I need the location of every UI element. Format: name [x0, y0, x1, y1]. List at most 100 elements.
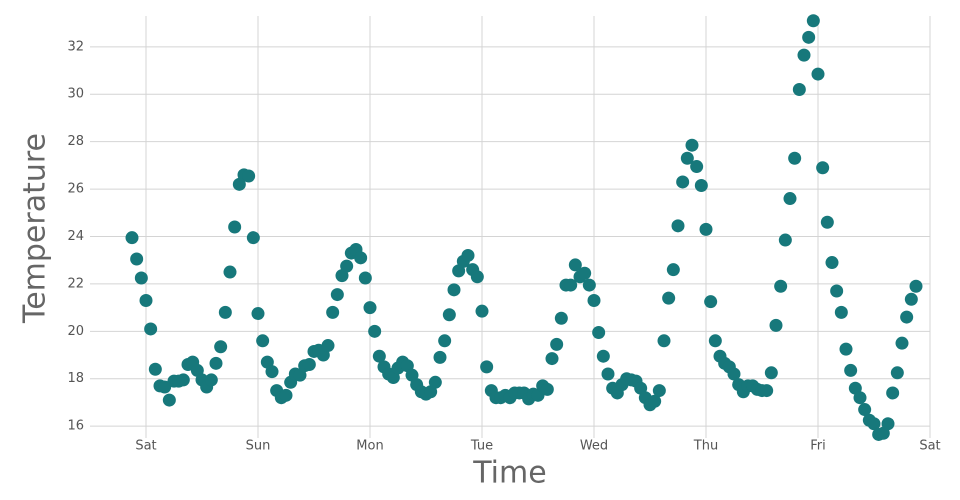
y-tick-label: 28: [67, 134, 84, 149]
point: [834, 305, 848, 319]
point: [204, 373, 218, 387]
point: [601, 367, 615, 381]
point: [218, 305, 232, 319]
point: [820, 215, 834, 229]
point: [554, 311, 568, 325]
point: [326, 305, 340, 319]
point: [144, 322, 158, 336]
point: [909, 279, 923, 293]
point: [438, 334, 452, 348]
point: [330, 288, 344, 302]
y-tick-label: 18: [67, 371, 84, 386]
point: [652, 384, 666, 398]
point: [816, 161, 830, 175]
point: [648, 394, 662, 408]
y-tick-label: 16: [67, 419, 84, 434]
y-axis-title: Temperature: [18, 133, 53, 324]
point: [302, 358, 316, 372]
point: [162, 393, 176, 407]
point: [657, 334, 671, 348]
x-tick-label: Sat: [919, 439, 940, 454]
point: [540, 382, 554, 396]
point: [839, 342, 853, 356]
point: [760, 384, 774, 398]
point: [475, 304, 489, 318]
point: [802, 30, 816, 44]
point: [130, 252, 144, 266]
x-tick-label: Sat: [135, 439, 156, 454]
point: [778, 233, 792, 247]
point: [867, 417, 881, 431]
point: [568, 258, 582, 272]
point: [792, 82, 806, 96]
y-tick-label: 26: [67, 182, 84, 197]
point: [904, 292, 918, 306]
point: [545, 352, 559, 366]
y-tick-label: 22: [67, 276, 84, 291]
point: [428, 375, 442, 389]
x-axis-title: Time: [472, 456, 546, 491]
point: [214, 340, 228, 354]
point: [564, 278, 578, 292]
x-tick-label: Wed: [580, 439, 608, 454]
point: [788, 151, 802, 165]
point: [783, 192, 797, 206]
points: [125, 14, 923, 441]
point: [321, 339, 335, 353]
point: [830, 284, 844, 298]
point: [265, 365, 279, 379]
point: [890, 366, 904, 380]
x-tick-label: Fri: [810, 439, 826, 454]
point: [480, 360, 494, 374]
point: [246, 231, 260, 245]
point: [592, 326, 606, 339]
point: [363, 301, 377, 315]
point: [774, 279, 788, 293]
point: [886, 386, 900, 400]
point: [148, 362, 162, 376]
point: [764, 366, 778, 380]
point: [704, 295, 718, 309]
point: [806, 14, 820, 28]
grid: 16 18 20 22 24 26 28 30 32 Sat Sun Mon Tue Wed Thu Fri S…: [67, 16, 941, 454]
point: [578, 266, 592, 280]
point: [158, 380, 172, 394]
point: [680, 151, 694, 165]
point: [470, 270, 484, 284]
point: [550, 337, 564, 351]
point: [811, 67, 825, 81]
point: [699, 222, 713, 236]
point: [354, 251, 368, 265]
y-tick-label: 32: [67, 39, 84, 54]
point: [209, 356, 223, 370]
point: [825, 256, 839, 270]
point: [666, 263, 680, 277]
point: [582, 278, 596, 292]
point: [256, 334, 270, 348]
point: [368, 324, 382, 338]
point: [125, 231, 139, 245]
point: [727, 367, 741, 381]
point: [228, 220, 242, 234]
point: [134, 271, 148, 285]
point: [461, 248, 475, 262]
point: [139, 293, 153, 307]
point: [340, 259, 354, 273]
point: [442, 308, 456, 322]
point: [596, 349, 610, 363]
point: [372, 349, 386, 363]
point: [769, 318, 783, 332]
point: [433, 350, 447, 364]
point: [694, 179, 708, 193]
y-tick-label: 20: [67, 324, 84, 339]
y-tick-label: 24: [67, 229, 84, 244]
x-tick-label: Sun: [246, 439, 271, 454]
point: [708, 334, 722, 348]
point: [251, 307, 265, 321]
point: [881, 417, 895, 431]
point: [900, 310, 914, 324]
point: [447, 283, 461, 297]
point: [587, 293, 601, 307]
point: [358, 271, 372, 285]
